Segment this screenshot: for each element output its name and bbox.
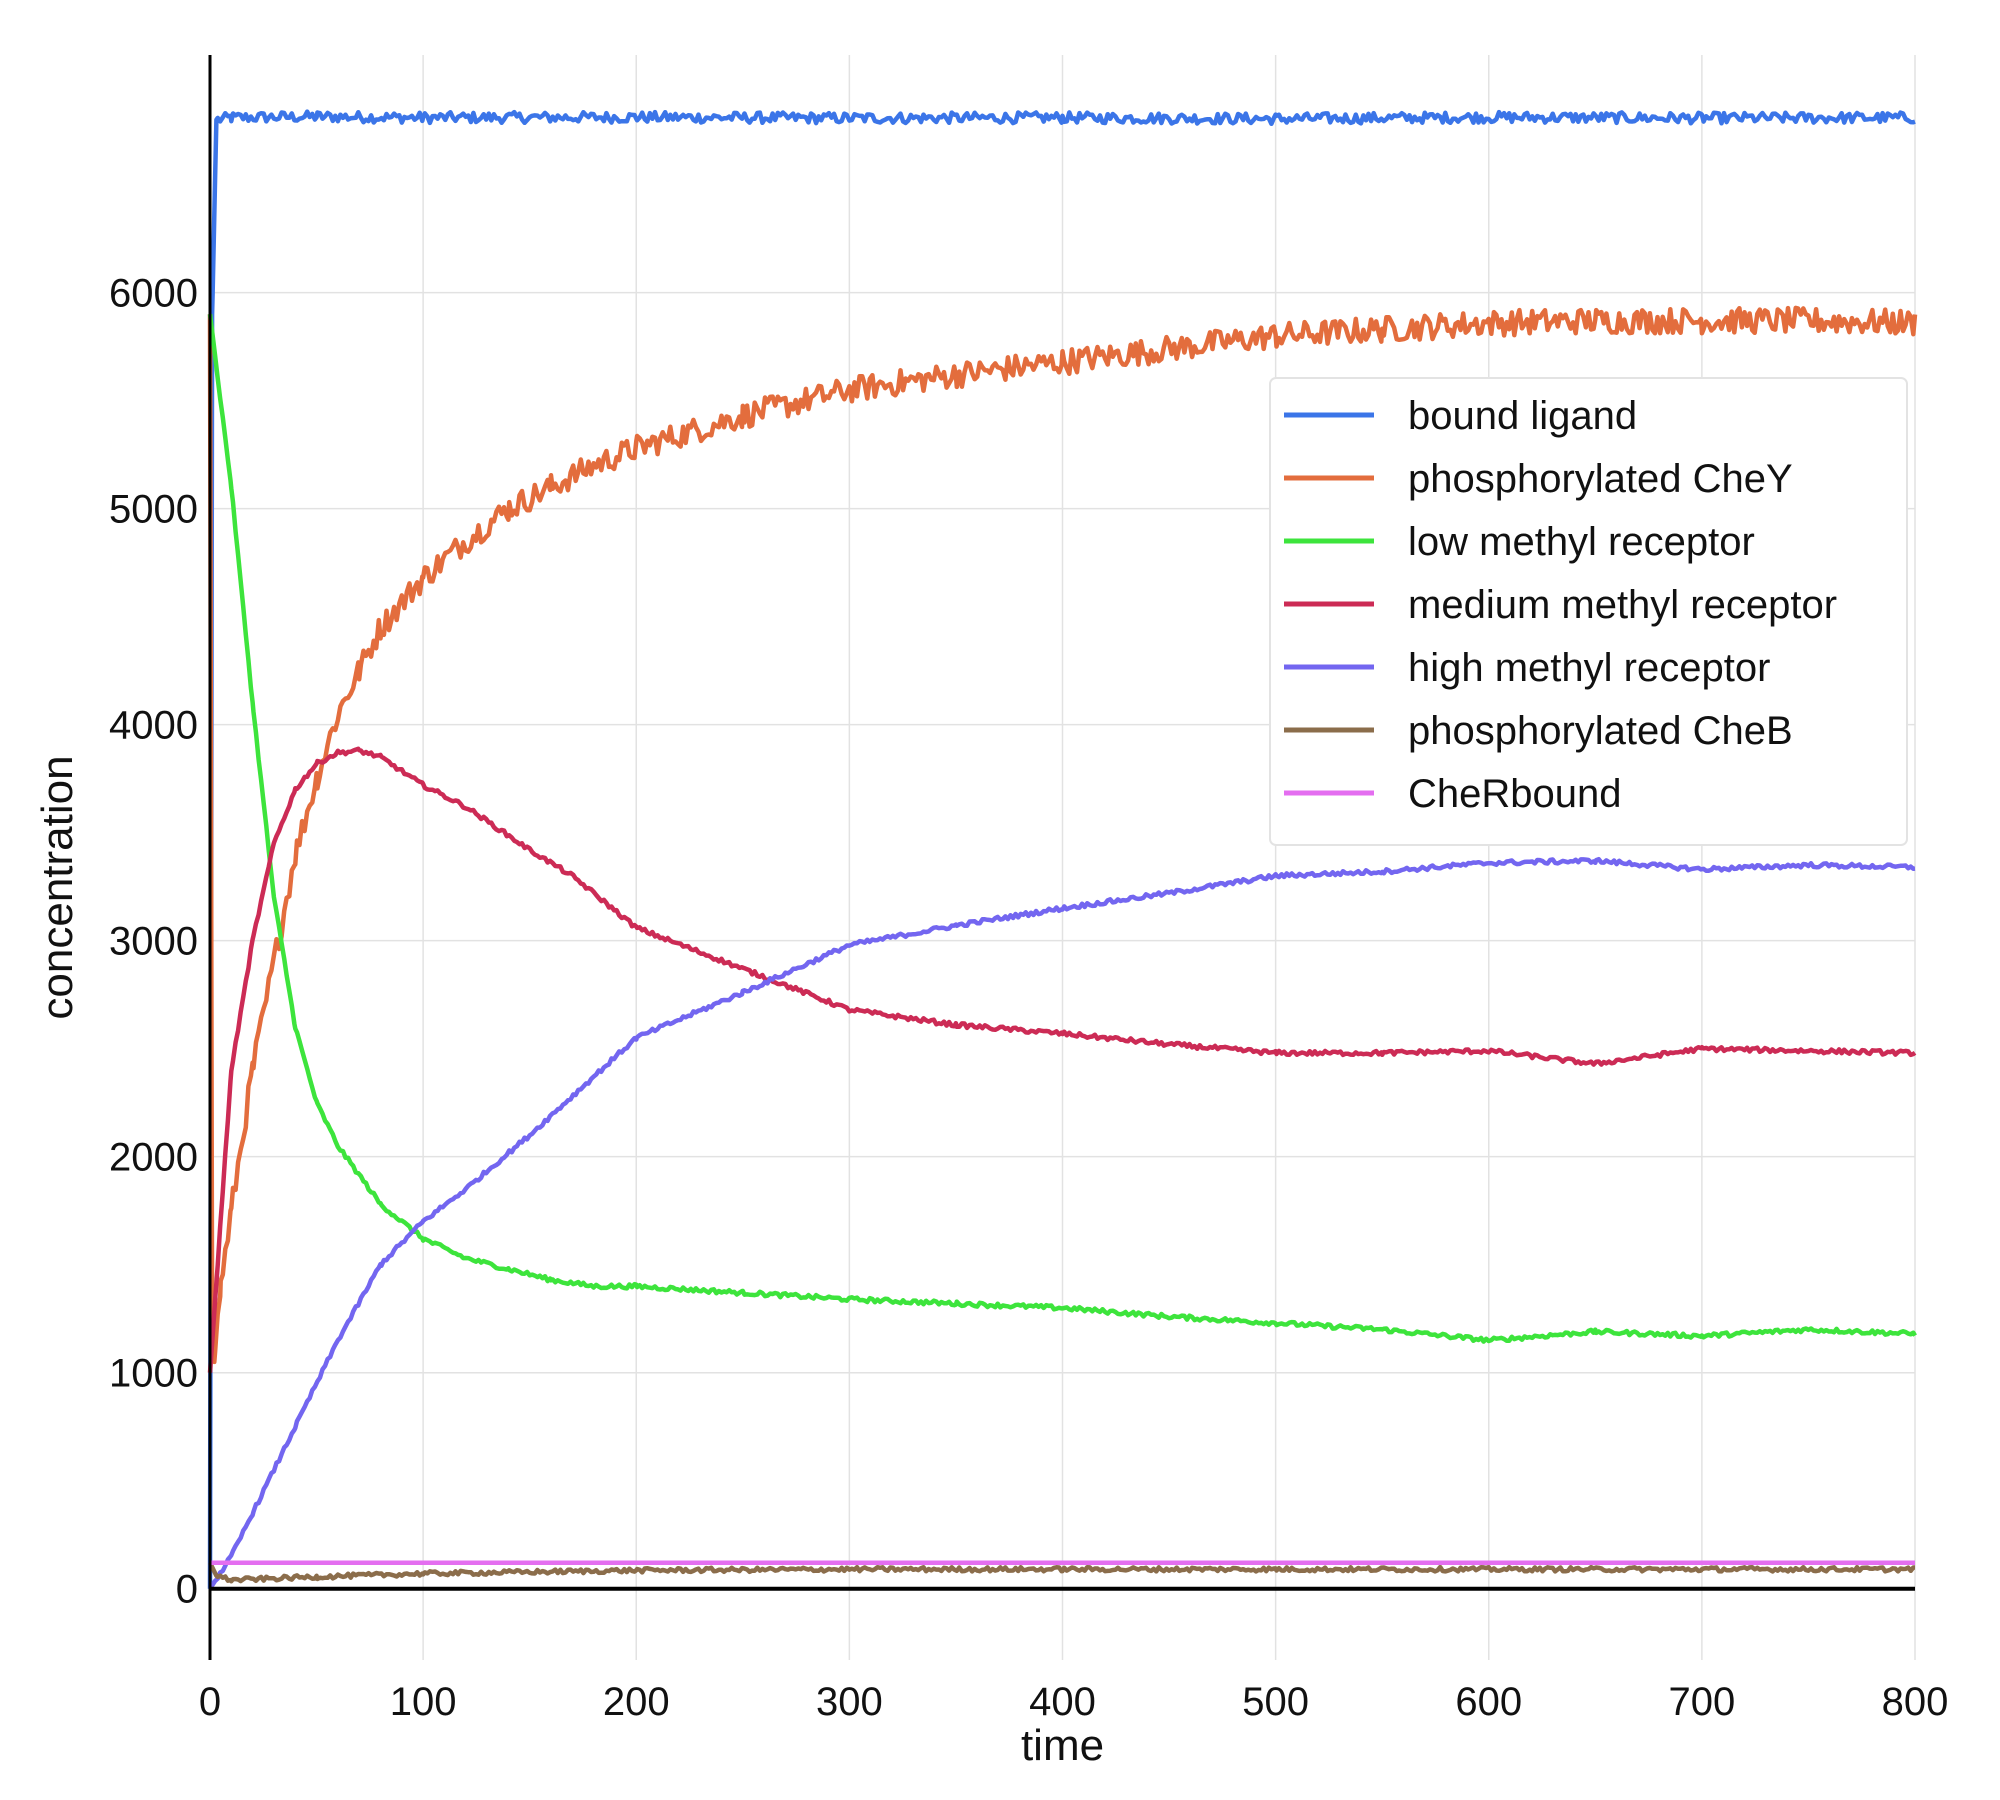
series-line-3: [207, 746, 1917, 1373]
y-tick-label: 0: [176, 1568, 198, 1612]
series-line-5: [207, 1561, 1916, 1584]
legend-item: medium methyl receptor: [1284, 583, 1837, 627]
legend-item: low methyl receptor: [1284, 520, 1755, 564]
legend-label: CheRbound: [1408, 772, 1622, 816]
x-axis-title: time: [1021, 1721, 1104, 1770]
x-tick-label: 0: [199, 1680, 221, 1724]
legend-item: high methyl receptor: [1284, 646, 1770, 690]
legend-label: phosphorylated CheB: [1408, 709, 1793, 753]
series-line-4: [208, 856, 1916, 1590]
y-axis-title: concentration: [33, 755, 82, 1019]
legend-label: bound ligand: [1408, 394, 1637, 438]
y-tick-label: 1000: [109, 1352, 198, 1396]
legend-item: bound ligand: [1284, 394, 1637, 438]
legend-label: low methyl receptor: [1408, 520, 1755, 564]
gridlines: [209, 55, 1916, 1660]
legend-label: high methyl receptor: [1408, 646, 1770, 690]
series-lines: [207, 109, 1918, 1590]
series-line-2: [207, 313, 1917, 1344]
axes: [208, 55, 1915, 1660]
legend-box: [1269, 377, 1908, 846]
tick-labels: 0 100 200 300 400 500 600 700 800 0 1000 2000 3000 40…: [109, 272, 1948, 1724]
x-tick-label: 800: [1882, 1680, 1949, 1724]
legend-item: phosphorylated CheY: [1284, 457, 1793, 501]
legend-items: bound ligand phosphorylated CheY low methy…: [1284, 394, 1837, 816]
y-tick-label: 4000: [109, 704, 198, 748]
y-tick-label: 3000: [109, 920, 198, 964]
x-tick-label: 400: [1029, 1680, 1096, 1724]
legend: bound ligand phosphorylated CheY low methy…: [1269, 377, 1908, 846]
series-line-0: [207, 109, 1916, 1589]
x-tick-label: 600: [1455, 1680, 1522, 1724]
y-tick-label: 6000: [109, 272, 198, 316]
x-tick-label: 100: [390, 1680, 457, 1724]
legend-item: phosphorylated CheB: [1284, 709, 1793, 753]
legend-label: medium methyl receptor: [1408, 583, 1837, 627]
series-line-1: [207, 305, 1918, 1365]
y-tick-label: 5000: [109, 488, 198, 532]
legend-item: CheRbound: [1284, 772, 1622, 816]
x-tick-label: 500: [1242, 1680, 1309, 1724]
x-tick-label: 700: [1669, 1680, 1736, 1724]
legend-label: phosphorylated CheY: [1408, 457, 1793, 501]
x-tick-label: 300: [816, 1680, 883, 1724]
y-tick-label: 2000: [109, 1136, 198, 1180]
x-tick-label: 200: [603, 1680, 670, 1724]
